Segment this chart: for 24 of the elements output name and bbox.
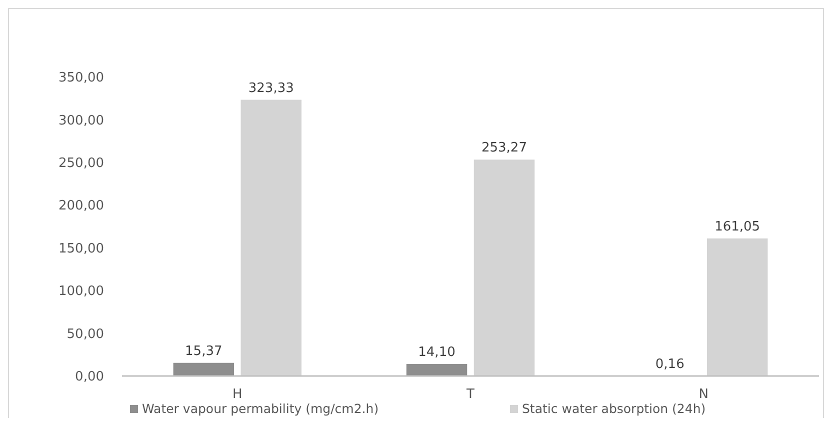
bar — [406, 364, 468, 376]
data-label: 161,05 — [714, 219, 760, 234]
y-tick-label: 300,00 — [58, 113, 104, 128]
x-tick-label: N — [698, 387, 708, 402]
y-tick-label: 250,00 — [58, 156, 104, 171]
legend-label: Static water absorption (24h) — [522, 401, 706, 416]
bar — [706, 238, 768, 376]
bar — [240, 100, 302, 376]
legend-label: Water vapour permability (mg/cm2.h) — [142, 401, 379, 416]
bar — [474, 160, 535, 376]
x-tick-label: T — [466, 387, 475, 402]
x-tick-label: H — [232, 387, 242, 402]
y-tick-label: 50,00 — [66, 326, 104, 342]
data-label: 14,10 — [418, 344, 456, 360]
data-label: 0,16 — [655, 356, 684, 372]
y-tick-label: 150,00 — [58, 241, 104, 256]
y-tick-label: 100,00 — [58, 284, 104, 300]
y-tick-label: 0,00 — [75, 370, 104, 385]
y-tick-label: 350,00 — [58, 70, 104, 86]
y-tick-label: 200,00 — [58, 198, 104, 214]
bar — [173, 362, 234, 376]
data-label: 323,33 — [248, 80, 294, 96]
data-label: 15,37 — [185, 344, 222, 359]
data-label: 253,27 — [481, 140, 527, 156]
